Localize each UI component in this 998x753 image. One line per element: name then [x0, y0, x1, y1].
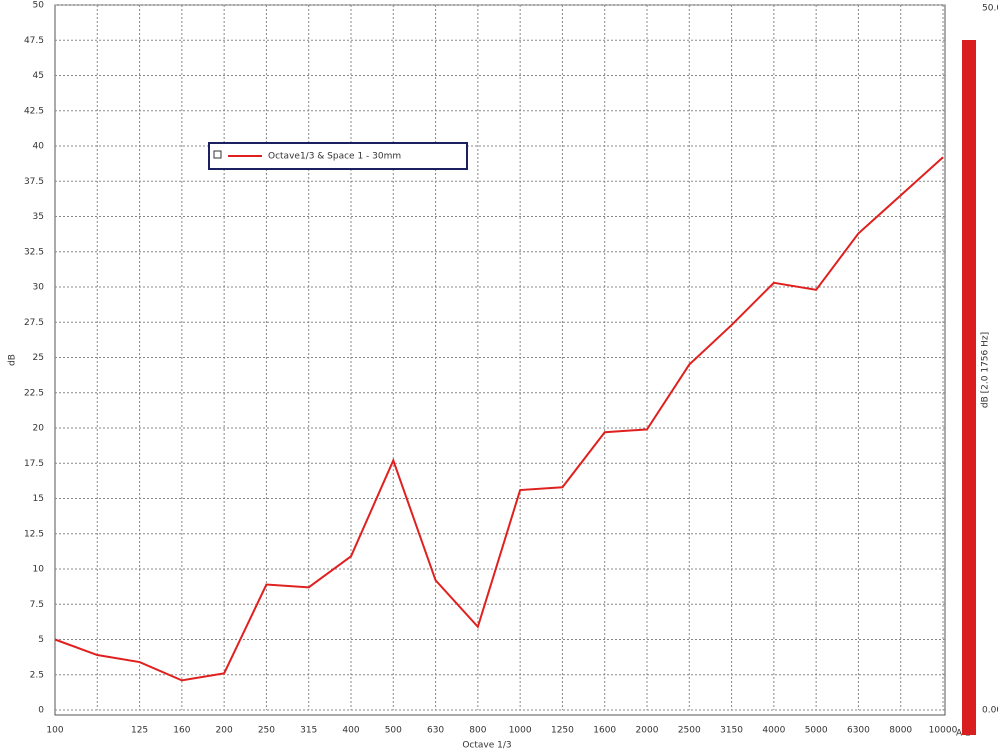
x-tick-label: 315 [300, 726, 317, 736]
y-tick-label: 30 [33, 283, 45, 293]
y-tick-label: 47.5 [24, 36, 44, 46]
legend-label: Octave1/3 & Space 1 - 30mm [268, 152, 401, 162]
colorbar-max: 50.0 [982, 4, 998, 14]
x-tick-label: 1600 [593, 726, 616, 736]
y-tick-label: 45 [33, 71, 44, 81]
x-tick-label: 100 [46, 726, 63, 736]
y-tick-label: 5 [38, 635, 44, 645]
y-tick-label: 12.5 [24, 529, 44, 539]
x-tick-label: 3150 [720, 726, 743, 736]
x-tick-label: 2500 [678, 726, 701, 736]
y-tick-label: 32.5 [24, 247, 44, 257]
y-tick-label: 20 [33, 424, 45, 434]
y-tick-label: 0 [38, 706, 44, 716]
colorbar-min: 0.00 [982, 706, 998, 716]
legend-checkbox[interactable] [213, 150, 222, 159]
y-tick-label: 42.5 [24, 106, 44, 116]
x-tick-label: 160 [173, 726, 190, 736]
y-tick-label: 2.5 [30, 670, 44, 680]
y-tick-label: 50 [33, 1, 45, 11]
x-tick-label: 5000 [805, 726, 828, 736]
x-tick-label: 800 [469, 726, 486, 736]
y-tick-label: 22.5 [24, 388, 44, 398]
y-tick-label: 25 [33, 353, 44, 363]
x-tick-label: 400 [342, 726, 359, 736]
x-tick-label: 10000 [929, 726, 958, 736]
plot-area [54, 4, 946, 716]
color-bar [962, 40, 976, 735]
x-tick-label: 630 [427, 726, 444, 736]
x-tick-label: 125 [131, 726, 148, 736]
x-tick-label: 1000 [509, 726, 532, 736]
x-tick-label: 500 [385, 726, 402, 736]
x-tick-label: 4000 [762, 726, 785, 736]
colorbar-label: dB [2.0 1756 Hz] [981, 332, 991, 408]
y-tick-label: 35 [33, 212, 44, 222]
y-tick-label: 27.5 [24, 318, 44, 328]
data-line [54, 156, 944, 682]
legend: Octave1/3 & Space 1 - 30mm [208, 142, 468, 170]
x-axis-title: Octave 1/3 [462, 741, 511, 751]
x-tick-label: 250 [258, 726, 275, 736]
y-axis-title: dB [8, 354, 18, 366]
y-tick-label: 37.5 [24, 177, 44, 187]
x-tick-label: 8000 [889, 726, 912, 736]
y-tick-label: 7.5 [30, 600, 44, 610]
y-tick-label: 15 [33, 494, 44, 504]
x-tick-label: 1250 [551, 726, 574, 736]
x-tick-label: 200 [216, 726, 233, 736]
y-tick-label: 17.5 [24, 459, 44, 469]
x-tick-label: 2000 [636, 726, 659, 736]
x-tick-label: 6300 [847, 726, 870, 736]
y-tick-label: 40 [33, 142, 45, 152]
y-tick-label: 10 [33, 565, 45, 575]
